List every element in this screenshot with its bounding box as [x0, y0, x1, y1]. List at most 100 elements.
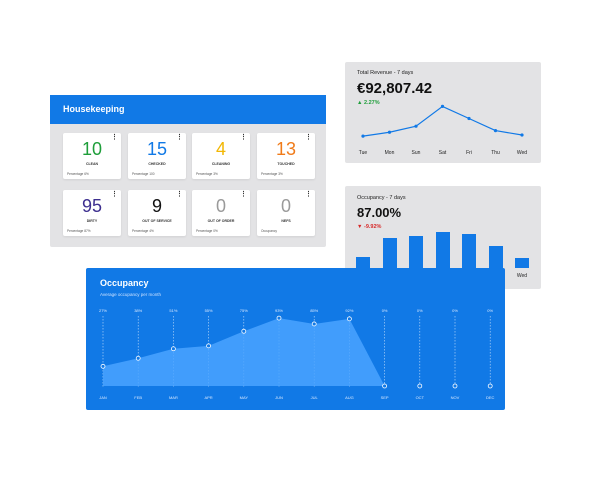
- occupancy-point: [100, 363, 106, 369]
- more-menu-icon[interactable]: ⋮: [111, 191, 118, 198]
- revenue-point: [440, 104, 445, 108]
- occupancy-7days-delta: ▼ -9.92%: [357, 224, 381, 230]
- housekeeping-title: Housekeeping: [50, 95, 326, 124]
- status-label: CHECKED: [148, 162, 166, 166]
- status-label: TOUCHED: [277, 162, 295, 166]
- occupancy-monthly-title: Occupancy: [100, 278, 149, 288]
- revenue-point: [467, 116, 471, 121]
- status-card[interactable]: ⋮ 4 CLEANING Percentage 3%: [192, 133, 250, 179]
- month-value-label: 27%: [99, 308, 107, 313]
- occupancy-bar: [462, 233, 476, 268]
- month-value-label: 51%: [169, 308, 177, 313]
- more-menu-icon[interactable]: ⋮: [305, 191, 312, 198]
- more-menu-icon[interactable]: ⋮: [305, 134, 312, 141]
- occupancy-point: [311, 321, 317, 327]
- status-count: 0: [215, 196, 226, 216]
- revenue-delta-value: 2.27%: [363, 100, 380, 106]
- status-card[interactable]: ⋮ 9 OUT OF SERVICE Percentage 4%: [128, 190, 186, 236]
- delta-down-icon: ▼: [357, 224, 363, 230]
- occupancy-delta-value: -9.92%: [363, 224, 382, 230]
- revenue-value: €92,807.42: [357, 80, 433, 97]
- more-menu-icon[interactable]: ⋮: [240, 191, 247, 198]
- occupancy-point: [171, 346, 176, 352]
- status-label: NEFS: [281, 219, 291, 223]
- occupancy-point: [135, 355, 141, 361]
- revenue-series-line: [362, 105, 523, 137]
- occupancy-point: [417, 383, 423, 389]
- revenue-day-label: Thu: [491, 150, 500, 156]
- status-percentage: Percentage 87%: [67, 229, 91, 233]
- occupancy-bar: [488, 246, 503, 268]
- more-menu-icon[interactable]: ⋮: [176, 191, 183, 198]
- occupancy-monthly-subtitle: Average occupancy per month: [100, 292, 161, 297]
- status-count: 0: [280, 196, 291, 216]
- status-percentage: Percentage 4%: [132, 229, 154, 233]
- revenue-day-label: Wed: [516, 150, 528, 156]
- status-card[interactable]: ⋮ 0 OUT OF ORDER Percentage 0%: [192, 190, 250, 236]
- occupancy-day-label: Wed: [516, 273, 528, 279]
- status-count: 10: [81, 139, 103, 159]
- revenue-day-label: Fri: [466, 150, 472, 156]
- occupancy-point: [382, 383, 388, 389]
- month-axis-label: JUL: [311, 395, 319, 400]
- status-count: 13: [275, 139, 297, 159]
- status-count: 15: [146, 139, 168, 159]
- status-percentage: Percentage 100: [132, 172, 155, 176]
- status-card[interactable]: ⋮ 0 NEFS Occupancy: [257, 190, 315, 236]
- status-count: 4: [215, 139, 226, 159]
- revenue-panel: Total Revenue - 7 days €92,807.42 ▲ 2.27…: [345, 62, 541, 163]
- status-percentage: Percentage 0%: [196, 229, 218, 233]
- housekeeping-panel: Housekeeping ⋮ 10 CLEAN Percentage 6% ⋮ 15 CHE…: [50, 95, 326, 247]
- month-axis-label: SEP: [381, 395, 389, 400]
- revenue-title: Total Revenue - 7 days: [357, 70, 414, 76]
- status-label: CLEANING: [211, 162, 231, 166]
- revenue-point: [493, 129, 498, 133]
- status-label: CLEAN: [85, 162, 99, 166]
- month-value-label: 0%: [382, 308, 388, 313]
- month-axis-label: OCT: [416, 395, 425, 400]
- status-card[interactable]: ⋮ 10 CLEAN Percentage 6%: [63, 133, 121, 179]
- occupancy-point: [206, 343, 211, 349]
- status-percentage: Percentage 6%: [67, 172, 89, 176]
- occupancy-bar: [409, 236, 423, 268]
- month-axis-label: JUN: [275, 395, 283, 400]
- status-percentage: Occupancy: [261, 229, 277, 233]
- revenue-point: [520, 133, 524, 137]
- month-value-label: 0%: [417, 308, 423, 313]
- revenue-point: [414, 124, 418, 128]
- month-value-label: 38%: [134, 308, 142, 313]
- month-value-label: 0%: [487, 308, 493, 313]
- occupancy-point: [241, 328, 247, 334]
- status-card[interactable]: ⋮ 13 TOUCHED Percentage 3%: [257, 133, 315, 179]
- revenue-line-chart: [361, 104, 524, 138]
- more-menu-icon[interactable]: ⋮: [111, 134, 118, 141]
- revenue-day-label: Sat: [438, 150, 447, 156]
- month-axis-label: NOV: [451, 395, 460, 400]
- revenue-day-label: Mon: [384, 150, 395, 156]
- occupancy-point: [452, 383, 458, 389]
- month-value-label: 85%: [310, 308, 318, 313]
- month-value-label: 92%: [345, 308, 353, 313]
- month-value-label: 0%: [452, 308, 458, 313]
- status-count: 95: [81, 196, 103, 216]
- occupancy-bar: [382, 238, 397, 268]
- more-menu-icon[interactable]: ⋮: [240, 134, 247, 141]
- status-card[interactable]: ⋮ 15 CHECKED Percentage 100: [128, 133, 186, 179]
- revenue-point: [361, 134, 365, 138]
- month-value-label: 93%: [275, 308, 283, 313]
- month-axis-label: MAY: [240, 395, 249, 400]
- occupancy-7days-title: Occupancy - 7 days: [357, 195, 406, 201]
- revenue-day-label: Tue: [358, 150, 368, 156]
- revenue-delta: ▲ 2.27%: [357, 100, 380, 106]
- occupancy-monthly-panel: Occupancy Average occupancy per month 27…: [86, 268, 505, 410]
- status-label: OUT OF SERVICE: [142, 219, 172, 223]
- more-menu-icon[interactable]: ⋮: [176, 134, 183, 141]
- month-axis-label: APR: [204, 395, 212, 400]
- occupancy-bar: [356, 257, 370, 268]
- month-axis-label: AUG: [345, 395, 354, 400]
- occupancy-bar: [435, 232, 450, 268]
- revenue-day-label: Sun: [411, 150, 421, 156]
- month-axis-label: MAR: [169, 395, 178, 400]
- status-card[interactable]: ⋮ 95 DIRTY Percentage 87%: [63, 190, 121, 236]
- occupancy-area-chart: 27% JAN 38% FEB 51% MAR 55% APR 75% MAY 93% JUN 85% J…: [99, 308, 495, 400]
